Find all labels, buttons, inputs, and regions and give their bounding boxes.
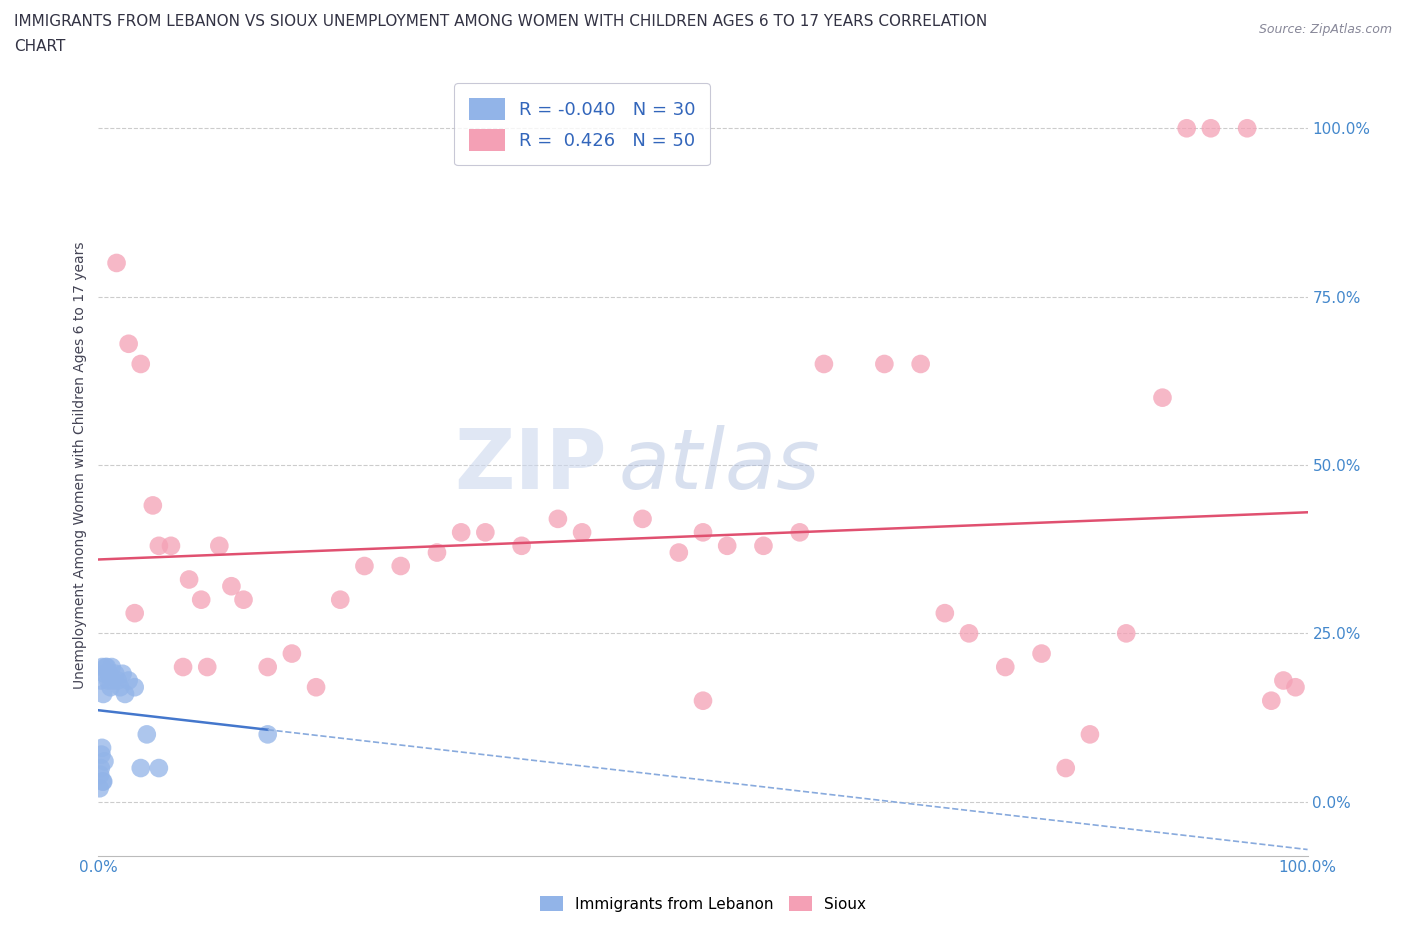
Point	[89, 767, 111, 782]
Point	[94, 659, 117, 674]
Point	[873, 356, 896, 371]
Point	[1236, 121, 1258, 136]
Point	[571, 525, 593, 539]
Point	[281, 646, 304, 661]
Point	[256, 727, 278, 742]
Point	[426, 545, 449, 560]
Text: CHART: CHART	[14, 39, 66, 54]
Point	[91, 774, 114, 789]
Point	[510, 538, 533, 553]
Point	[107, 673, 129, 688]
Point	[91, 659, 114, 674]
Point	[1031, 646, 1053, 661]
Point	[668, 545, 690, 560]
Point	[910, 356, 932, 371]
Point	[179, 572, 201, 587]
Text: IMMIGRANTS FROM LEBANON VS SIOUX UNEMPLOYMENT AMONG WOMEN WITH CHILDREN AGES 6 T: IMMIGRANTS FROM LEBANON VS SIOUX UNEMPLO…	[14, 14, 987, 29]
Point	[221, 578, 243, 593]
Point	[104, 666, 127, 681]
Point	[124, 605, 146, 620]
Point	[1175, 121, 1198, 136]
Point	[89, 781, 111, 796]
Point	[1054, 761, 1077, 776]
Text: Source: ZipAtlas.com: Source: ZipAtlas.com	[1258, 23, 1392, 36]
Point	[114, 686, 136, 701]
Point	[692, 525, 714, 539]
Point	[148, 761, 170, 776]
Point	[934, 605, 956, 620]
Point	[1272, 673, 1295, 688]
Point	[108, 680, 131, 695]
Point	[450, 525, 472, 539]
Point	[135, 727, 157, 742]
Point	[329, 592, 352, 607]
Point	[118, 337, 141, 352]
Y-axis label: Unemployment Among Women with Children Ages 6 to 17 years: Unemployment Among Women with Children A…	[73, 241, 87, 689]
Point	[93, 666, 115, 681]
Point	[752, 538, 775, 553]
Point	[994, 659, 1017, 674]
Point	[305, 680, 328, 695]
Point	[148, 538, 170, 553]
Point	[1078, 727, 1101, 742]
Point	[91, 774, 114, 789]
Text: atlas: atlas	[619, 424, 820, 506]
Point	[97, 673, 120, 688]
Point	[547, 512, 569, 526]
Point	[1115, 626, 1137, 641]
Point	[256, 659, 278, 674]
Legend: R = -0.040   N = 30, R =  0.426   N = 50: R = -0.040 N = 30, R = 0.426 N = 50	[454, 84, 710, 166]
Point	[692, 693, 714, 708]
Point	[957, 626, 980, 641]
Point	[91, 686, 114, 701]
Point	[101, 673, 124, 688]
Point	[90, 673, 112, 688]
Point	[1199, 121, 1222, 136]
Point	[353, 559, 375, 574]
Point	[160, 538, 183, 553]
Point	[90, 761, 112, 776]
Point	[208, 538, 231, 553]
Point	[389, 559, 412, 574]
Point	[190, 592, 212, 607]
Point	[129, 761, 152, 776]
Point	[232, 592, 254, 607]
Point	[96, 659, 118, 674]
Point	[631, 512, 654, 526]
Point	[1284, 680, 1306, 695]
Text: ZIP: ZIP	[454, 424, 606, 506]
Legend: Immigrants from Lebanon, Sioux: Immigrants from Lebanon, Sioux	[534, 889, 872, 918]
Point	[1152, 391, 1174, 405]
Point	[105, 256, 128, 271]
Point	[474, 525, 496, 539]
Point	[90, 747, 112, 762]
Point	[789, 525, 811, 539]
Point	[142, 498, 165, 512]
Point	[172, 659, 194, 674]
Point	[1260, 693, 1282, 708]
Point	[195, 659, 218, 674]
Point	[93, 754, 115, 769]
Point	[91, 740, 114, 755]
Point	[129, 356, 152, 371]
Point	[98, 666, 121, 681]
Point	[124, 680, 146, 695]
Point	[111, 666, 134, 681]
Point	[813, 356, 835, 371]
Point	[716, 538, 738, 553]
Point	[100, 659, 122, 674]
Point	[100, 680, 122, 695]
Point	[118, 673, 141, 688]
